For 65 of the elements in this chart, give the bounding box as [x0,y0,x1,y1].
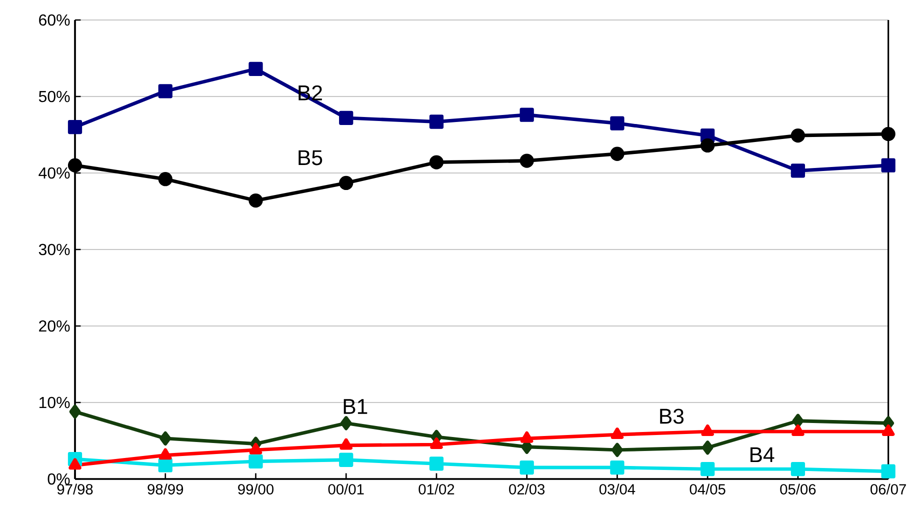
point [429,456,444,471]
point [882,424,895,436]
y-tick-label: 60% [39,14,70,26]
point [430,438,443,449]
point [610,428,624,440]
point [68,458,82,470]
point [158,172,172,186]
point [248,193,263,208]
point [160,431,172,446]
y-tick-label: 40% [38,167,70,179]
y-tick-label: 0% [48,473,70,485]
series-label: B3 [660,408,684,424]
point [159,448,172,460]
x-tick-label: 00/01 [328,484,364,494]
point [700,462,715,476]
point [610,116,624,130]
x-tick-label: 03/04 [599,484,636,494]
point [702,440,714,455]
x-tick-label: 97/98 [57,484,93,494]
series-label: B5 [298,150,322,166]
point [339,452,354,467]
point [340,438,352,450]
point [429,114,444,129]
series-label: B1 [344,399,368,414]
point [339,110,354,125]
x-tick-label: 02/03 [509,484,545,494]
point [881,464,896,478]
series-label: B2 [298,85,322,100]
point [248,62,263,76]
x-tick-label: 01/02 [418,484,454,494]
point [339,176,354,190]
y-tick-label: 30% [38,244,70,256]
point [610,146,624,161]
point [249,442,262,454]
point [158,458,172,472]
series-label: B4 [750,447,774,462]
point [520,154,534,168]
point [520,431,534,443]
point [881,126,896,142]
point [790,164,806,178]
point [69,404,81,419]
x-tick-label: 98/99 [148,484,184,494]
point [68,120,82,134]
point [611,442,623,457]
x-tick-label: 04/05 [690,484,726,494]
point [340,416,352,430]
y-tick-label: 10% [39,396,70,408]
point [792,414,804,428]
x-tick-label: 06/07 [870,484,906,494]
point [610,460,624,475]
point [429,155,444,170]
x-tick-label: 05/06 [780,484,816,494]
y-tick-label: 50% [38,90,70,102]
point [158,84,172,98]
point [790,462,806,476]
point [792,424,804,436]
point [881,158,896,172]
point [700,138,715,153]
point [520,108,534,122]
point [790,128,806,143]
point [248,454,263,468]
point [701,424,714,436]
point [520,460,534,475]
y-tick-label: 20% [39,320,70,332]
x-tick-label: 99/00 [238,484,274,494]
